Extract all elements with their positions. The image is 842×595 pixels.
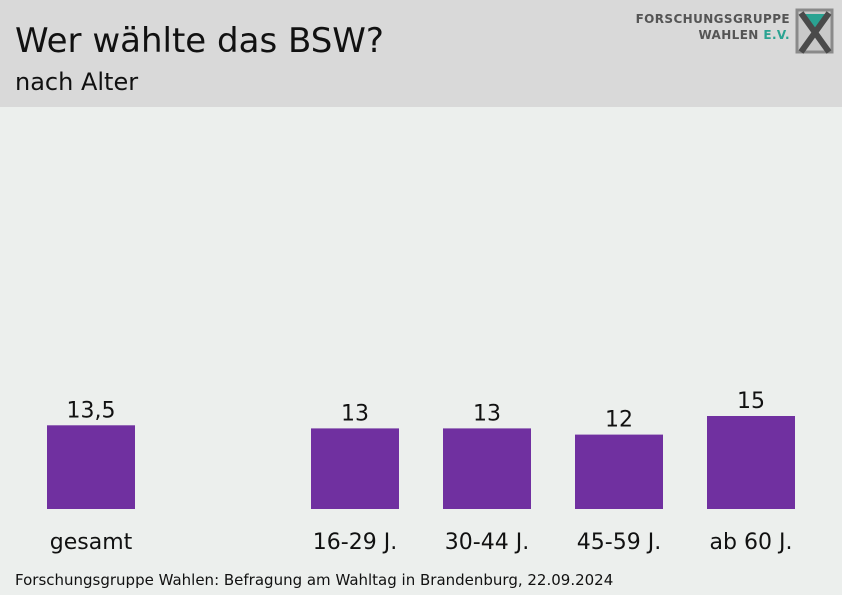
logo-wordmark: FORSCHUNGSGRUPPE WAHLEN E.V. [636,11,790,43]
source-note: Forschungsgruppe Wahlen: Befragung am Wa… [15,571,614,589]
chart-subtitle: nach Alter [15,68,139,96]
bar-2 [443,428,531,509]
category-label-3: 45-59 J. [577,530,661,555]
chart-title: Wer wählte das BSW? [15,21,384,61]
logo-line-2-text: WAHLEN [698,28,759,42]
category-label-1: 16-29 J. [313,530,397,555]
logo-line-1: FORSCHUNGSGRUPPE [635,12,790,26]
chart-header: Wer wählte das BSW? nach Alter FORSCHUNG… [0,0,842,107]
category-label-4: ab 60 J. [710,530,793,555]
value-label-3: 12 [605,408,633,433]
value-label-0: 13,5 [67,398,116,423]
category-label-0: gesamt [50,530,133,555]
logo-icon [795,8,834,54]
value-label-1: 13 [341,401,369,426]
logo-line-2: WAHLEN E.V. [636,27,790,43]
bar-3 [575,434,663,509]
logo-ev: E.V. [763,28,790,42]
bar-1 [311,428,399,509]
category-label-2: 30-44 J. [445,530,529,555]
value-label-2: 13 [473,401,501,426]
value-label-4: 15 [737,389,765,414]
bar-4 [707,416,795,509]
bar-0 [47,425,135,509]
